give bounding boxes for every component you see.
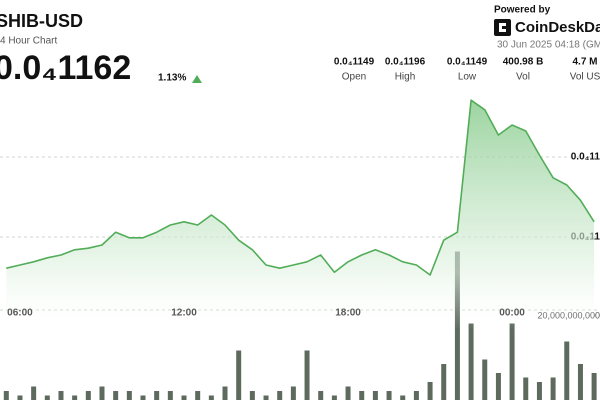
stats: 0.0₄1149 Open 0.0₄1196 High 0.0₄1149 Low 400.9…: [334, 57, 600, 83]
change: 1.13%: [158, 73, 186, 84]
stat-value: 0.0₄1149: [447, 57, 488, 68]
volume-bar: [372, 391, 378, 400]
volume-bar: [17, 395, 23, 400]
volume-bar: [263, 395, 269, 400]
volume-bar: [31, 386, 37, 400]
subtitle: 4 Hour Chart: [0, 36, 57, 47]
stat-value: 400.98 B: [503, 57, 544, 68]
volume-bar: [468, 323, 474, 400]
stat-value: 0.0₄1149: [334, 57, 375, 68]
volume-bar: [140, 395, 146, 400]
timestamp: 30 Jun 2025 04:18 (GMT: [497, 40, 600, 51]
volume-bar: [304, 350, 310, 400]
volume-bar: [154, 391, 160, 400]
volume-bar: [99, 386, 105, 400]
stat-label: High: [395, 72, 416, 83]
volume-bar: [167, 391, 173, 400]
volume-bar: [72, 395, 78, 400]
stat-label: Vol: [516, 72, 530, 83]
brand: CoinDeskDat: [515, 19, 600, 36]
volume-bar: [181, 395, 187, 400]
price-line: [6, 99, 595, 276]
volume-bar: [85, 391, 91, 400]
logo: [494, 19, 511, 36]
volume-bar: [495, 373, 501, 400]
price: 0.0₄1162: [0, 49, 131, 87]
volume-bar: [3, 391, 9, 400]
volume-bar: [564, 341, 570, 400]
volume-bar: [427, 382, 433, 400]
volume-bar: [591, 373, 597, 400]
volume-bar: [290, 386, 296, 400]
volume-bar: [441, 364, 447, 400]
volume-bar: [345, 386, 351, 400]
stat-label: Low: [458, 72, 477, 83]
volume-bar: [386, 391, 392, 400]
volume-bar: [482, 359, 488, 400]
volume-bar: [413, 391, 419, 400]
volume-bar: [523, 377, 529, 400]
price-area: [6, 100, 595, 330]
volume-bar: [331, 395, 337, 400]
volume-bar: [509, 323, 515, 400]
logo-mark: [499, 23, 506, 32]
volume-bar: [208, 395, 214, 400]
volume-bar: [577, 364, 583, 400]
volume-bar: [318, 391, 324, 400]
stat-value: 4.7 M: [572, 57, 597, 68]
stat-label: Open: [342, 72, 366, 83]
volume-bar: [400, 395, 406, 400]
volume-bar: [195, 391, 201, 400]
volume-bar: [249, 391, 255, 400]
volume-bar: [44, 395, 50, 400]
powered-by: Powered by: [494, 5, 551, 16]
volume-bar: [277, 391, 283, 400]
volume-bar: [126, 391, 132, 400]
volume-bar: [536, 382, 542, 400]
volume-bar: [550, 377, 556, 400]
stat-value: 0.0₄1196: [385, 57, 426, 68]
title: SHIB-USD: [0, 11, 83, 31]
up-arrow: [192, 75, 202, 83]
plot: 20,000,000,0000.0₄110.0₄1106:0012:0018:0…: [0, 99, 600, 400]
volume-bar: [58, 391, 64, 400]
volume-bar: [236, 350, 242, 400]
volume-bar: [359, 391, 365, 400]
stat-label: Vol US: [570, 72, 600, 83]
y-tick-label: 0.0₄11: [571, 152, 600, 163]
volume-bar: [113, 391, 119, 400]
volume-bar: [222, 386, 228, 400]
